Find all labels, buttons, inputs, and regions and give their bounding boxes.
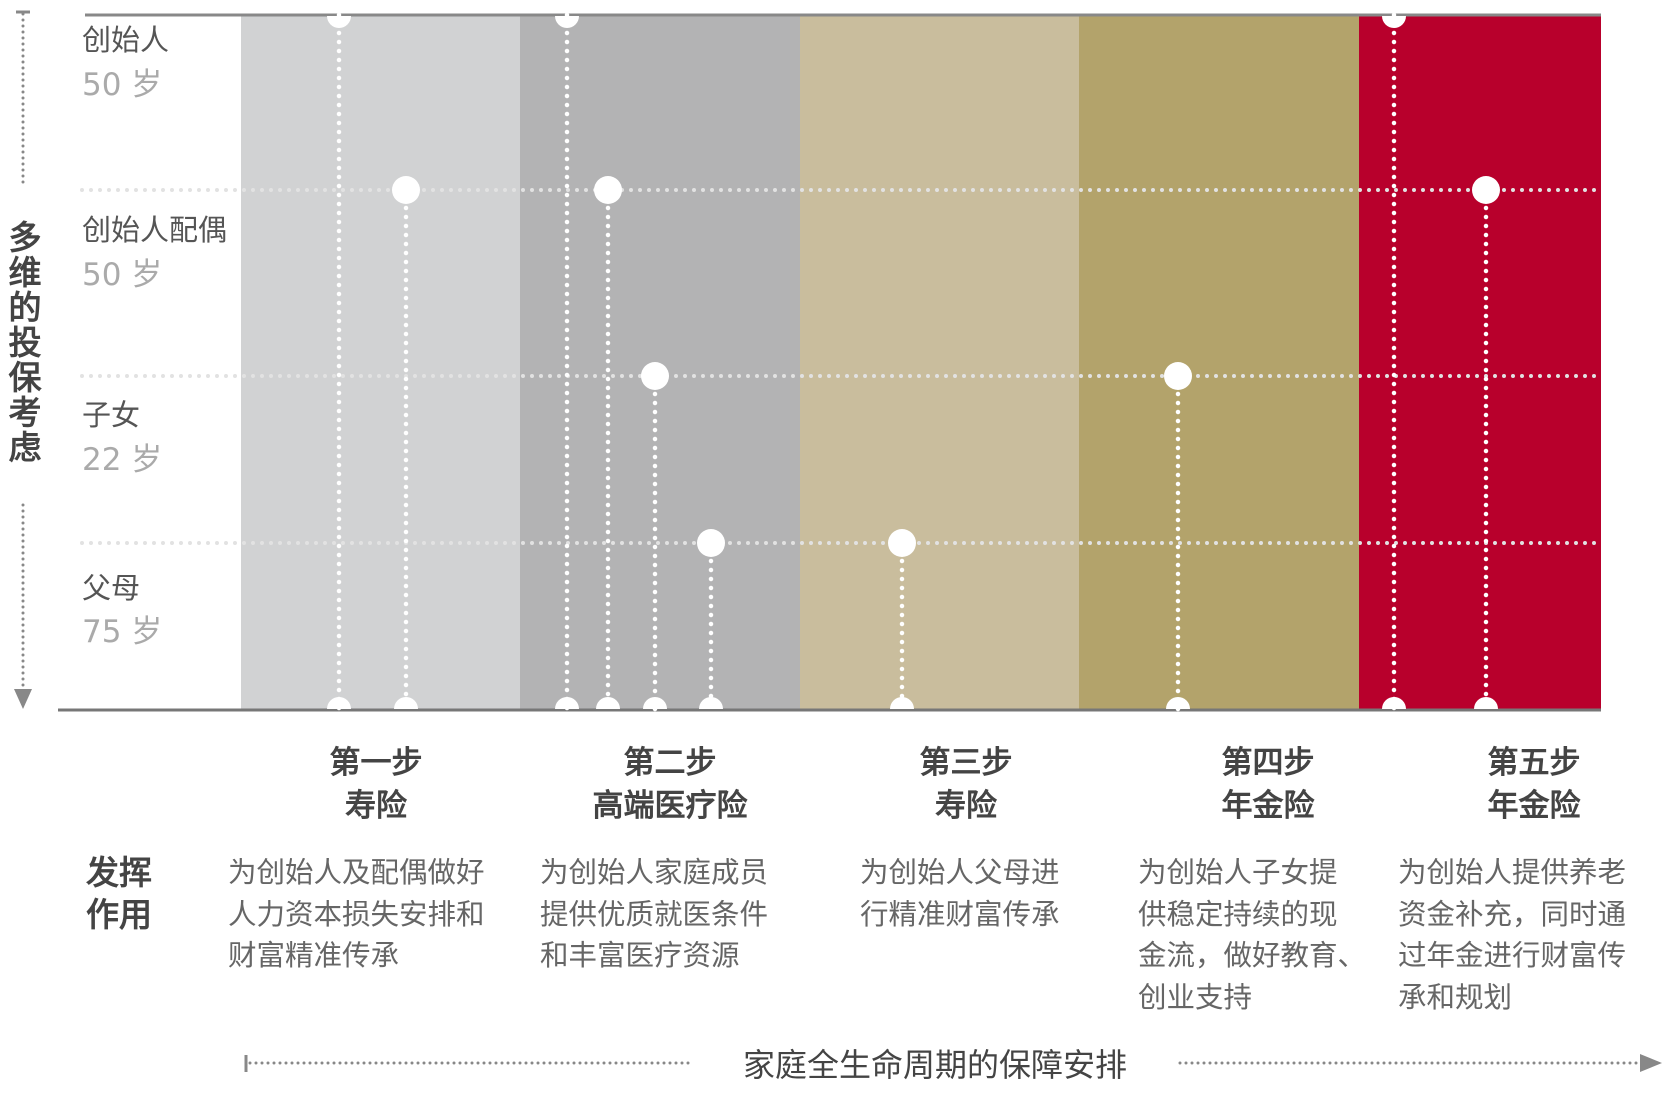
step4-header: 第四步 年金险 xyxy=(1192,742,1344,828)
step3-product: 寿险 xyxy=(935,788,997,824)
footer-axis xyxy=(244,1055,1642,1072)
footer-label: 家庭全生命周期的保障安排 xyxy=(742,1046,1127,1084)
step4-product: 年金险 xyxy=(1221,788,1315,824)
step1-product: 寿险 xyxy=(345,788,407,824)
step1-founder-top-dot xyxy=(327,16,351,28)
step5-bottom-dot-b xyxy=(1474,697,1498,709)
vertical-axis-title: 多维的投保考虑 xyxy=(8,218,42,467)
step5-label: 第五步 xyxy=(1487,745,1581,781)
step5-description: 为创始人提供养老 资金补充，同时通 过年金进行财富传 承和规划 xyxy=(1398,856,1627,1014)
step2-parents-node xyxy=(697,529,725,557)
step4-description: 为创始人子女提 供稳定持续的现 金流，做好教育、 创业支持 xyxy=(1138,856,1367,1014)
step1-label: 第一步 xyxy=(329,745,423,781)
step3-band xyxy=(800,16,1079,710)
step1-band xyxy=(241,16,520,710)
step5-spouse-node xyxy=(1472,176,1500,204)
vertical-axis xyxy=(16,10,30,692)
step4-children-node xyxy=(1164,362,1192,390)
step3-header: 第三步 寿险 xyxy=(890,742,1042,828)
step1-bottom-dot-a xyxy=(327,697,351,709)
step5-founder-top-dot xyxy=(1382,16,1406,28)
step4-bottom-dot xyxy=(1166,697,1190,709)
step2-spouse-node xyxy=(594,176,622,204)
step3-bottom-dot xyxy=(890,697,914,709)
step1-description: 为创始人及配偶做好 人力资本损失安排和 财富精准传承 xyxy=(228,856,485,972)
step3-description: 为创始人父母进 行精准财富传承 xyxy=(860,856,1060,931)
row-label-founder: 创始人 xyxy=(82,23,170,57)
row-label-parents: 父母 xyxy=(82,571,141,605)
row-label-children: 子女 xyxy=(82,398,141,432)
row-age-children: 22 岁 xyxy=(82,442,163,478)
row-age-spouse: 50 岁 xyxy=(82,257,163,293)
step2-children-node xyxy=(641,362,669,390)
step1-bottom-dot-b xyxy=(394,697,418,709)
step1-header: 第一步 寿险 xyxy=(300,742,452,828)
row-age-founder: 50 岁 xyxy=(82,67,163,103)
step4-label: 第四步 xyxy=(1221,745,1315,781)
vertical-axis-arrow-icon xyxy=(14,689,32,709)
step2-bottom-dot-d xyxy=(699,697,723,709)
step4-band xyxy=(1079,16,1359,710)
row-age-parents: 75 岁 xyxy=(82,614,163,650)
step3-parents-node xyxy=(888,529,916,557)
step2-bottom-dot-b xyxy=(596,697,620,709)
row-label-spouse: 创始人配偶 xyxy=(82,213,228,247)
step2-label: 第二步 xyxy=(623,745,717,781)
step5-band xyxy=(1359,16,1601,710)
step5-bottom-dot-a xyxy=(1382,697,1406,709)
step3-label: 第三步 xyxy=(919,745,1013,781)
step2-product: 高端医疗险 xyxy=(592,788,748,824)
step2-description: 为创始人家庭成员 提供优质就医条件 和丰富医疗资源 xyxy=(540,856,769,972)
step2-header: 第二步 高端医疗险 xyxy=(560,742,780,828)
step2-founder-top-dot xyxy=(555,16,579,28)
effect-label: 发挥 作用 xyxy=(86,853,152,934)
step1-spouse-node xyxy=(392,176,420,204)
step5-product: 年金险 xyxy=(1487,788,1581,824)
step2-bottom-dot-a xyxy=(555,697,579,709)
step2-bottom-dot-c xyxy=(643,697,667,709)
footer-axis-arrow-icon xyxy=(1640,1054,1662,1072)
step5-header: 第五步 年金险 xyxy=(1458,742,1610,828)
